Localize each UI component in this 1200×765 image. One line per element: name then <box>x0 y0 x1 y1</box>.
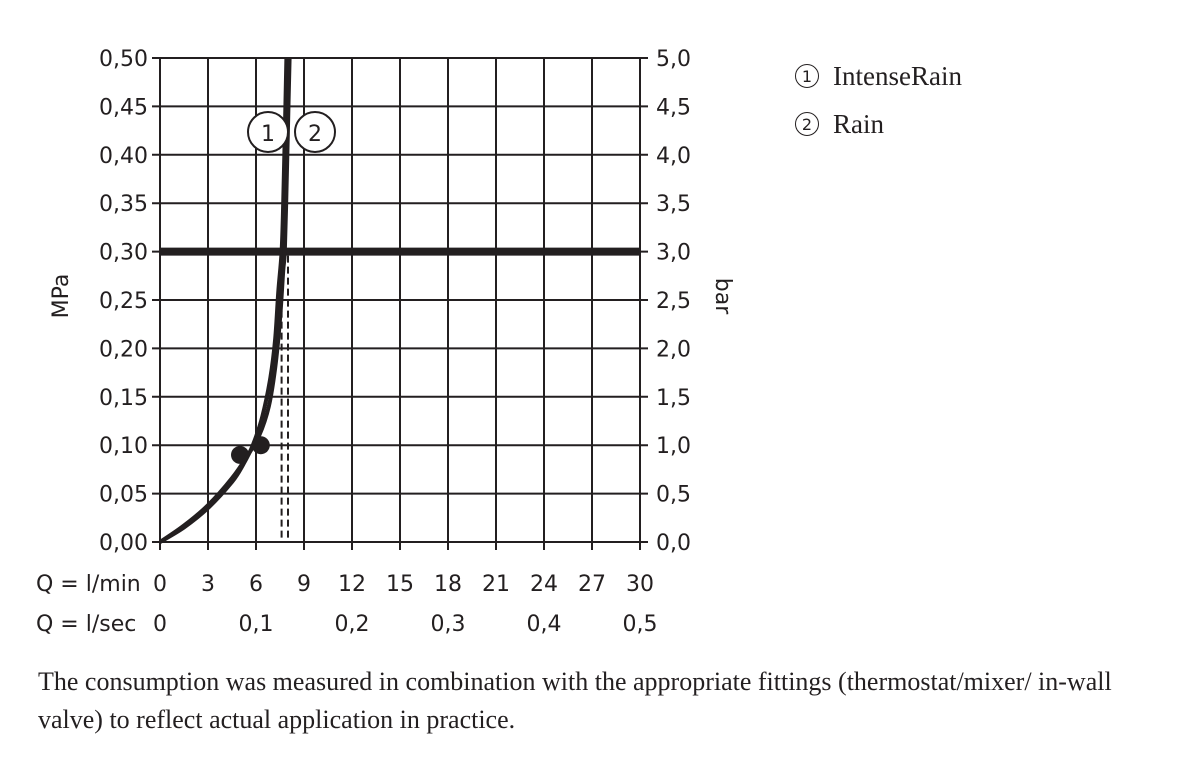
y-left-tick-label: 0,40 <box>99 144 148 169</box>
legend-number-1: 1 <box>795 64 819 88</box>
x-primary-tick-label: 0 <box>153 572 167 597</box>
x-primary-tick-label: 21 <box>482 572 510 597</box>
x-secondary-tick-label: 0,1 <box>239 612 274 637</box>
series-label-1: 1 <box>261 122 275 147</box>
y-right-tick-label: 2,0 <box>656 337 691 362</box>
y-left-tick-label: 0,30 <box>99 241 148 266</box>
x-primary-tick-label: 27 <box>578 572 606 597</box>
x-secondary-tick-label: 0,4 <box>527 612 562 637</box>
x-primary-axis-title: Q = l/min <box>36 572 141 597</box>
measurement-note: The consumption was measured in combinat… <box>38 667 1112 734</box>
x-secondary-tick-label: 0 <box>153 612 167 637</box>
y-right-tick-label: 4,0 <box>656 144 691 169</box>
x-primary-tick-label: 6 <box>249 572 263 597</box>
y-left-tick-label: 0,15 <box>99 386 148 411</box>
tick-labels: 0 3 6 9 12 15 18 21 24 27 300 0,1 0,2 0,3 0,4 0,50,000,… <box>99 47 691 637</box>
legend-label-intenserain: IntenseRain <box>833 60 962 91</box>
series-line-intenserain <box>158 57 289 544</box>
y-right-tick-label: 5,0 <box>656 47 691 72</box>
y-right-tick-label: 1,5 <box>656 386 691 411</box>
y-left-axis-title: MPa <box>49 274 74 319</box>
x-secondary-tick-label: 0,3 <box>431 612 466 637</box>
legend: 1 IntenseRain 2 Rain <box>795 52 962 148</box>
series-marker-rain <box>251 436 270 455</box>
x-primary-tick-label: 15 <box>386 572 414 597</box>
series-label-circle-2 <box>294 111 336 153</box>
y-right-tick-label: 2,5 <box>656 289 691 314</box>
y-left-tick-label: 0,50 <box>99 47 148 72</box>
grid <box>152 57 648 550</box>
x-primary-tick-label: 12 <box>338 572 366 597</box>
series-label-2: 2 <box>308 122 322 147</box>
y-left-tick-label: 0,05 <box>99 483 148 508</box>
x-secondary-axis-title: Q = l/sec <box>36 612 136 637</box>
legend-label-rain: Rain <box>833 108 884 139</box>
y-right-tick-label: 1,0 <box>656 434 691 459</box>
y-left-tick-label: 0,00 <box>99 531 148 556</box>
y-left-tick-label: 0,10 <box>99 434 148 459</box>
legend-number-2: 2 <box>795 112 819 136</box>
y-left-tick-label: 0,20 <box>99 337 148 362</box>
x-secondary-tick-label: 0,2 <box>335 612 370 637</box>
series-label-circle-1 <box>247 111 289 153</box>
x-primary-tick-label: 3 <box>201 572 215 597</box>
y-left-tick-label: 0,35 <box>99 192 148 217</box>
x-secondary-tick-label: 0,5 <box>623 612 658 637</box>
y-right-axis-title: bar <box>710 278 735 315</box>
y-left-tick-label: 0,45 <box>99 95 148 120</box>
y-left-tick-label: 0,25 <box>99 289 148 314</box>
y-right-tick-label: 4,5 <box>656 95 691 120</box>
x-primary-tick-label: 24 <box>530 572 558 597</box>
x-primary-tick-label: 18 <box>434 572 462 597</box>
y-right-tick-label: 3,0 <box>656 241 691 266</box>
x-primary-tick-label: 9 <box>297 572 311 597</box>
y-right-tick-label: 0,5 <box>656 483 691 508</box>
y-right-tick-label: 3,5 <box>656 192 691 217</box>
legend-item-intenserain: 1 IntenseRain <box>795 52 962 100</box>
y-right-tick-label: 0,0 <box>656 531 691 556</box>
series-line-rain <box>158 57 292 544</box>
x-primary-tick-label: 30 <box>626 572 654 597</box>
legend-item-rain: 2 Rain <box>795 100 962 148</box>
